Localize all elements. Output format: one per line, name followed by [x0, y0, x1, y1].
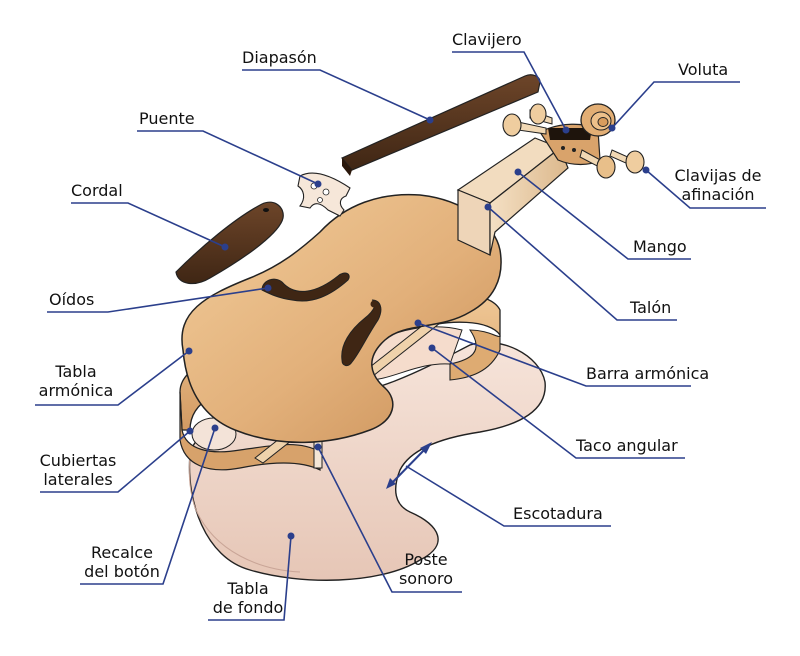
label-barra-armonica: Barra armónica	[586, 364, 710, 383]
label-talon: Talón	[630, 298, 672, 317]
label-cubiertas-laterales: Cubiertas laterales	[39, 451, 117, 489]
label-recalce-boton: Recalce del botón	[84, 543, 160, 581]
tuning-pegs	[502, 103, 645, 179]
label-clavijas-afinacion: Clavijas de afinación	[674, 166, 762, 204]
neck	[456, 137, 569, 256]
label-tabla-armonica: Tabla armónica	[38, 362, 114, 400]
label-clavijero: Clavijero	[452, 30, 522, 49]
label-cordal: Cordal	[71, 181, 123, 200]
tailpiece	[175, 201, 284, 285]
pegbox-scroll	[539, 103, 616, 166]
label-poste-sonoro: Poste sonoro	[398, 550, 454, 588]
label-voluta: Voluta	[678, 60, 729, 79]
leader-lines	[35, 51, 766, 621]
label-taco-angular: Taco angular	[576, 436, 678, 455]
label-mango: Mango	[633, 237, 687, 256]
label-puente: Puente	[139, 109, 195, 128]
leader-dots	[185, 116, 650, 540]
scroll	[580, 103, 616, 137]
bridge	[297, 172, 351, 217]
label-escotadura: Escotadura	[513, 504, 603, 523]
label-oidos: Oídos	[49, 290, 95, 309]
label-diapason: Diapasón	[242, 48, 317, 67]
label-tabla-fondo: Tabla de fondo	[212, 579, 284, 617]
top-plate	[181, 193, 502, 444]
escotadura-arrow	[386, 442, 432, 489]
